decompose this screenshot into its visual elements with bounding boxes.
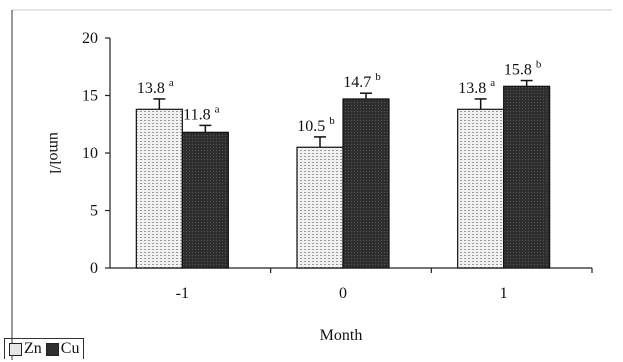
y-tick-label: 0 — [90, 260, 98, 277]
y-axis-label: umol/l — [46, 132, 63, 174]
y-tick-label: 5 — [90, 203, 98, 220]
bar-cu — [342, 98, 390, 269]
data-label: 11.8 a — [183, 103, 219, 123]
legend-item-cu: Cu — [45, 340, 80, 358]
data-label: 14.7 b — [343, 71, 381, 91]
legend-swatch-cu — [45, 342, 59, 356]
x-tick-label: -1 — [176, 285, 189, 302]
x-tick-label: 1 — [500, 285, 508, 302]
y-tick-label: 20 — [82, 30, 98, 47]
legend: Zn Cu — [4, 338, 85, 359]
data-label: 15.8 b — [504, 59, 542, 79]
bar-cu — [181, 131, 229, 269]
x-tick-label: 0 — [339, 285, 347, 302]
legend-item-zn: Zn — [9, 340, 42, 358]
legend-label-cu: Cu — [60, 340, 80, 357]
legend-label-zn: Zn — [24, 340, 42, 357]
bar-cu — [503, 85, 551, 269]
bar-zn — [296, 146, 344, 269]
legend-swatch-zn — [9, 342, 22, 356]
y-tick-label: 10 — [82, 145, 98, 162]
data-label: 13.8 a — [137, 77, 174, 97]
data-label: 13.8 a — [458, 77, 495, 97]
bar-zn — [457, 108, 505, 269]
x-axis-label: Month — [320, 327, 363, 344]
y-tick-label: 15 — [82, 88, 98, 105]
bar-zn — [135, 108, 183, 269]
data-label: 10.5 b — [297, 115, 335, 135]
